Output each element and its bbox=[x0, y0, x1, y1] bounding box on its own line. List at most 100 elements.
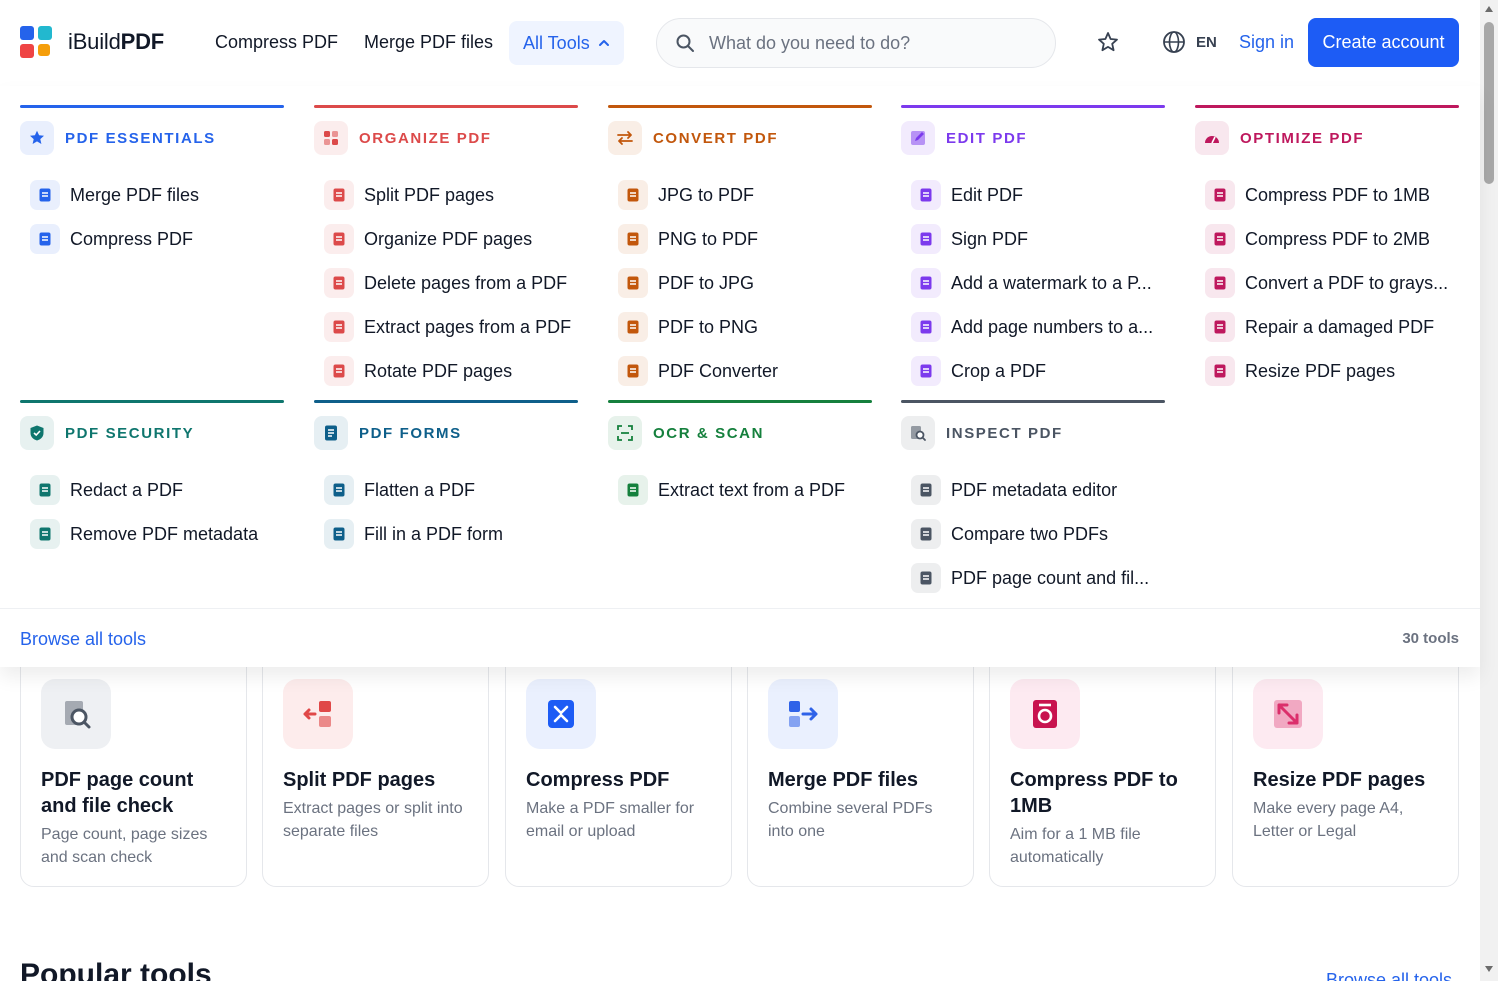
tool-icon bbox=[1205, 224, 1235, 254]
tool-icon bbox=[911, 180, 941, 210]
menu-item[interactable]: Redact a PDF bbox=[30, 468, 284, 512]
menu-item[interactable]: Organize PDF pages bbox=[324, 217, 578, 261]
menu-item[interactable]: Flatten a PDF bbox=[324, 468, 578, 512]
nav-merge-pdf[interactable]: Merge PDF files bbox=[364, 32, 494, 52]
tool-card[interactable]: PDF page count and file check Page count… bbox=[20, 650, 247, 887]
category-header: CONVERT PDF bbox=[608, 121, 872, 155]
category-divider bbox=[901, 400, 1165, 403]
menu-item[interactable]: Compare two PDFs bbox=[911, 512, 1165, 556]
menu-item[interactable]: Compress PDF to 2MB bbox=[1205, 217, 1459, 261]
scrollbar-thumb[interactable] bbox=[1484, 22, 1494, 184]
category-title: OCR & SCAN bbox=[653, 424, 765, 442]
tool-icon bbox=[911, 563, 941, 593]
menu-item[interactable]: Convert a PDF to grays... bbox=[1205, 261, 1459, 305]
category-items: Edit PDF Sign PDF Add a watermark to a P… bbox=[901, 173, 1165, 393]
category-edit: EDIT PDF Edit PDF Sign PDF Add a waterma… bbox=[901, 105, 1165, 393]
scroll-up-icon[interactable] bbox=[1485, 6, 1493, 12]
all-tools-menu: PDF ESSENTIALS Merge PDF files Compress … bbox=[0, 86, 1480, 667]
menu-item-label: Convert a PDF to grays... bbox=[1245, 272, 1449, 293]
tool-card[interactable]: Resize PDF pages Make every page A4, Let… bbox=[1232, 650, 1459, 887]
tool-icon bbox=[618, 180, 648, 210]
menu-item[interactable]: Edit PDF bbox=[911, 173, 1165, 217]
category-divider bbox=[20, 400, 284, 403]
category-items: Redact a PDF Remove PDF metadata bbox=[20, 468, 284, 556]
tool-icon bbox=[324, 180, 354, 210]
tool-icon bbox=[1205, 180, 1235, 210]
page-scrollbar[interactable] bbox=[1480, 0, 1498, 981]
brand-logo[interactable]: iBuildPDF bbox=[20, 24, 164, 60]
tool-icon bbox=[618, 356, 648, 386]
menu-item[interactable]: Resize PDF pages bbox=[1205, 349, 1459, 393]
tool-card-description: Make every page A4, Letter or Legal bbox=[1253, 800, 1404, 840]
menu-item[interactable]: Compress PDF bbox=[30, 217, 284, 261]
tool-card[interactable]: Compress PDF Make a PDF smaller for emai… bbox=[505, 650, 732, 887]
menu-item[interactable]: Crop a PDF bbox=[911, 349, 1165, 393]
menu-item[interactable]: Split PDF pages bbox=[324, 173, 578, 217]
tool-card[interactable]: Merge PDF files Combine several PDFs int… bbox=[747, 650, 974, 887]
create-account-button[interactable]: Create account bbox=[1308, 18, 1459, 67]
menu-item[interactable]: Remove PDF metadata bbox=[30, 512, 284, 556]
menu-item-label: Crop a PDF bbox=[951, 360, 1047, 381]
search-box[interactable] bbox=[656, 18, 1056, 68]
menu-item[interactable]: Repair a damaged PDF bbox=[1205, 305, 1459, 349]
tool-icon bbox=[911, 475, 941, 505]
browse-all-tools-link-popular[interactable]: Browse all tools bbox=[1326, 970, 1453, 981]
menu-item[interactable]: PDF page count and fil... bbox=[911, 556, 1165, 600]
tool-card[interactable]: Compress PDF to 1MB Aim for a 1 MB file … bbox=[989, 650, 1216, 887]
menu-item[interactable]: JPG to PDF bbox=[618, 173, 872, 217]
menu-item-label: PDF to JPG bbox=[658, 272, 755, 293]
browse-all-tools-link[interactable]: Browse all tools bbox=[20, 629, 147, 649]
menu-item[interactable]: Add a watermark to a P... bbox=[911, 261, 1165, 305]
tool-icon bbox=[324, 356, 354, 386]
category-items: Merge PDF files Compress PDF bbox=[20, 173, 284, 261]
tool-card-description: Make a PDF smaller for email or upload bbox=[526, 800, 695, 840]
tool-icon bbox=[911, 356, 941, 386]
tool-card-description: Extract pages or split into separate fil… bbox=[283, 800, 463, 840]
popular-tools-heading: Popular tools bbox=[20, 958, 212, 981]
menu-item[interactable]: PNG to PDF bbox=[618, 217, 872, 261]
tool-card[interactable]: Split PDF pages Extract pages or split i… bbox=[262, 650, 489, 887]
menu-item[interactable]: Compress PDF to 1MB bbox=[1205, 173, 1459, 217]
menu-item[interactable]: Extract pages from a PDF bbox=[324, 305, 578, 349]
language-selector[interactable]: EN bbox=[1162, 30, 1217, 54]
tool-icon bbox=[324, 224, 354, 254]
compress-1mb-icon bbox=[1010, 679, 1080, 749]
category-security: PDF SECURITY Redact a PDF Remove PDF met… bbox=[20, 400, 284, 556]
tool-icon bbox=[324, 268, 354, 298]
category-title: PDF ESSENTIALS bbox=[65, 129, 216, 147]
category-essentials: PDF ESSENTIALS Merge PDF files Compress … bbox=[20, 105, 284, 261]
category-header: EDIT PDF bbox=[901, 121, 1165, 155]
category-header: PDF ESSENTIALS bbox=[20, 121, 284, 155]
tool-icon bbox=[30, 475, 60, 505]
menu-item[interactable]: Fill in a PDF form bbox=[324, 512, 578, 556]
menu-item[interactable]: Sign PDF bbox=[911, 217, 1165, 261]
menu-item[interactable]: PDF to JPG bbox=[618, 261, 872, 305]
menu-item[interactable]: PDF metadata editor bbox=[911, 468, 1165, 512]
menu-item[interactable]: Extract text from a PDF bbox=[618, 468, 872, 512]
menu-item[interactable]: PDF to PNG bbox=[618, 305, 872, 349]
star-icon[interactable] bbox=[1096, 30, 1120, 54]
tool-icon bbox=[618, 312, 648, 342]
menu-item-label: Compress PDF to 2MB bbox=[1245, 228, 1431, 249]
menu-item[interactable]: PDF Converter bbox=[618, 349, 872, 393]
menu-item[interactable]: Delete pages from a PDF bbox=[324, 261, 578, 305]
nav-all-tools[interactable]: All Tools bbox=[509, 21, 624, 65]
menu-item-label: Add page numbers to a... bbox=[951, 316, 1154, 337]
menu-item[interactable]: Rotate PDF pages bbox=[324, 349, 578, 393]
search-input[interactable] bbox=[709, 32, 1029, 54]
menu-item-label: Merge PDF files bbox=[70, 184, 200, 205]
category-title: INSPECT PDF bbox=[946, 424, 1063, 442]
edit-category-icon bbox=[901, 121, 935, 155]
category-title: PDF SECURITY bbox=[65, 424, 195, 442]
scroll-down-icon[interactable] bbox=[1485, 966, 1493, 972]
tool-icon bbox=[324, 475, 354, 505]
menu-item[interactable]: Add page numbers to a... bbox=[911, 305, 1165, 349]
resize-icon bbox=[1253, 679, 1323, 749]
nav-compress-pdf[interactable]: Compress PDF bbox=[215, 32, 339, 52]
category-divider bbox=[608, 105, 872, 108]
category-items: JPG to PDF PNG to PDF PDF to JPG PDF to … bbox=[608, 173, 872, 393]
menu-item-label: PDF metadata editor bbox=[951, 479, 1118, 500]
optimize-category-icon bbox=[1195, 121, 1229, 155]
menu-item[interactable]: Merge PDF files bbox=[30, 173, 284, 217]
sign-in-link[interactable]: Sign in bbox=[1239, 32, 1295, 52]
